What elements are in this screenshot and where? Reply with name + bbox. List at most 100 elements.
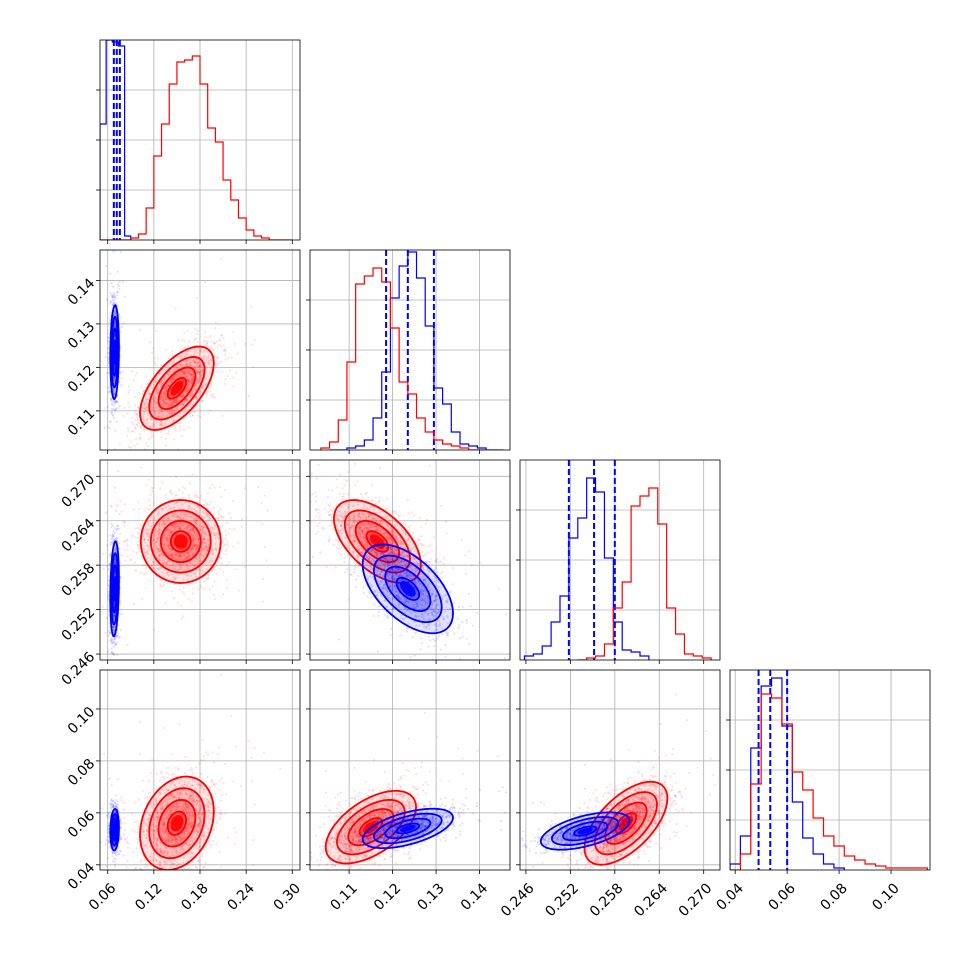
scatter-point: [191, 538, 194, 541]
scatter-point: [107, 584, 110, 587]
scatter-point: [174, 558, 178, 561]
scatter-point: [180, 378, 183, 382]
scatter-point: [174, 502, 177, 505]
scatter-point: [210, 529, 213, 533]
scatter-point: [180, 403, 183, 406]
scatter-point: [183, 558, 187, 561]
scatter-point: [169, 573, 172, 576]
contour-blue: [109, 304, 120, 401]
scatter-point: [162, 583, 165, 587]
scatter-point: [182, 395, 185, 398]
scatter-point: [204, 340, 207, 343]
scatter-point: [201, 537, 204, 541]
scatter-point: [114, 399, 117, 403]
scatter-point: [141, 450, 143, 452]
scatter-point: [216, 572, 219, 575]
scatter-point: [181, 370, 184, 373]
scatter-point: [137, 537, 140, 540]
scatter-point: [199, 388, 202, 391]
scatter-point: [137, 544, 140, 547]
scatter-point: [137, 546, 140, 549]
scatter-point: [171, 555, 174, 558]
scatter-point: [116, 536, 119, 539]
scatter-point: [198, 572, 201, 575]
scatter-point: [159, 421, 162, 424]
scatter-point: [248, 394, 251, 397]
scatter-point: [182, 568, 186, 571]
scatter-point: [208, 362, 211, 365]
scatter-point: [157, 415, 160, 418]
scatter-point: [153, 357, 156, 360]
scatter-point: [176, 552, 179, 555]
scatter-point: [217, 517, 220, 520]
scatter-point: [197, 556, 200, 560]
scatter-point: [171, 401, 174, 404]
scatter-point: [198, 376, 202, 379]
scatter-point: [201, 370, 204, 373]
scatter-point: [204, 553, 208, 556]
scatter-point: [172, 377, 175, 381]
scatter-point: [153, 528, 157, 531]
scatter-point: [158, 536, 161, 539]
scatter-point: [186, 370, 189, 373]
scatter-point: [160, 578, 163, 582]
scatter-point: [195, 543, 198, 547]
scatter-point: [159, 410, 162, 414]
scatter-point: [158, 554, 161, 558]
scatter-point: [153, 544, 157, 547]
scatter-point: [210, 394, 213, 397]
scatter-point: [165, 401, 169, 404]
scatter-point: [169, 552, 172, 555]
scatter-point: [174, 475, 178, 479]
scatter-point: [181, 374, 185, 377]
scatter-point: [165, 432, 168, 436]
scatter-point: [176, 569, 179, 572]
scatter-point: [194, 519, 198, 522]
scatter-point: [193, 543, 196, 546]
scatter-point: [185, 398, 188, 401]
scatter-point: [104, 631, 107, 635]
scatter-point: [182, 371, 186, 374]
scatter-point: [186, 563, 189, 566]
scatter-point: [172, 377, 175, 380]
scatter-point: [173, 511, 177, 514]
scatter-point: [159, 397, 162, 400]
scatter-point: [179, 554, 182, 557]
scatter-point: [163, 561, 166, 564]
scatter-point: [187, 372, 190, 375]
scatter-point: [196, 517, 199, 520]
scatter-point: [185, 359, 188, 362]
scatter-point: [145, 442, 148, 445]
scatter-point: [228, 527, 231, 530]
scatter-point: [213, 486, 216, 489]
scatter-point: [135, 423, 138, 426]
scatter-point: [197, 365, 201, 368]
scatter-point: [218, 339, 221, 342]
scatter-point: [190, 534, 193, 538]
scatter-point: [224, 553, 227, 556]
scatter-point: [189, 515, 192, 519]
scatter-point: [174, 567, 177, 570]
histogram-blue: [100, 40, 132, 240]
scatter-point: [215, 565, 218, 568]
scatter-point: [224, 488, 227, 492]
scatter-point: [233, 343, 237, 346]
scatter-point: [112, 408, 115, 411]
scatter-point: [182, 371, 186, 374]
scatter-point: [131, 417, 134, 420]
scatter-point: [115, 400, 119, 403]
scatter-point: [193, 552, 196, 555]
scatter-point: [123, 521, 126, 524]
scatter-point: [195, 546, 198, 550]
scatter-point: [180, 617, 184, 620]
scatter-point: [172, 506, 175, 509]
scatter-point: [202, 516, 206, 519]
scatter-point: [186, 399, 189, 402]
scatter-point: [115, 400, 118, 403]
scatter-point: [171, 349, 174, 353]
scatter-point: [180, 355, 183, 358]
scatter-point: [218, 485, 221, 489]
scatter-point: [113, 538, 116, 541]
scatter-point: [341, 487, 344, 490]
scatter-point: [210, 549, 213, 552]
